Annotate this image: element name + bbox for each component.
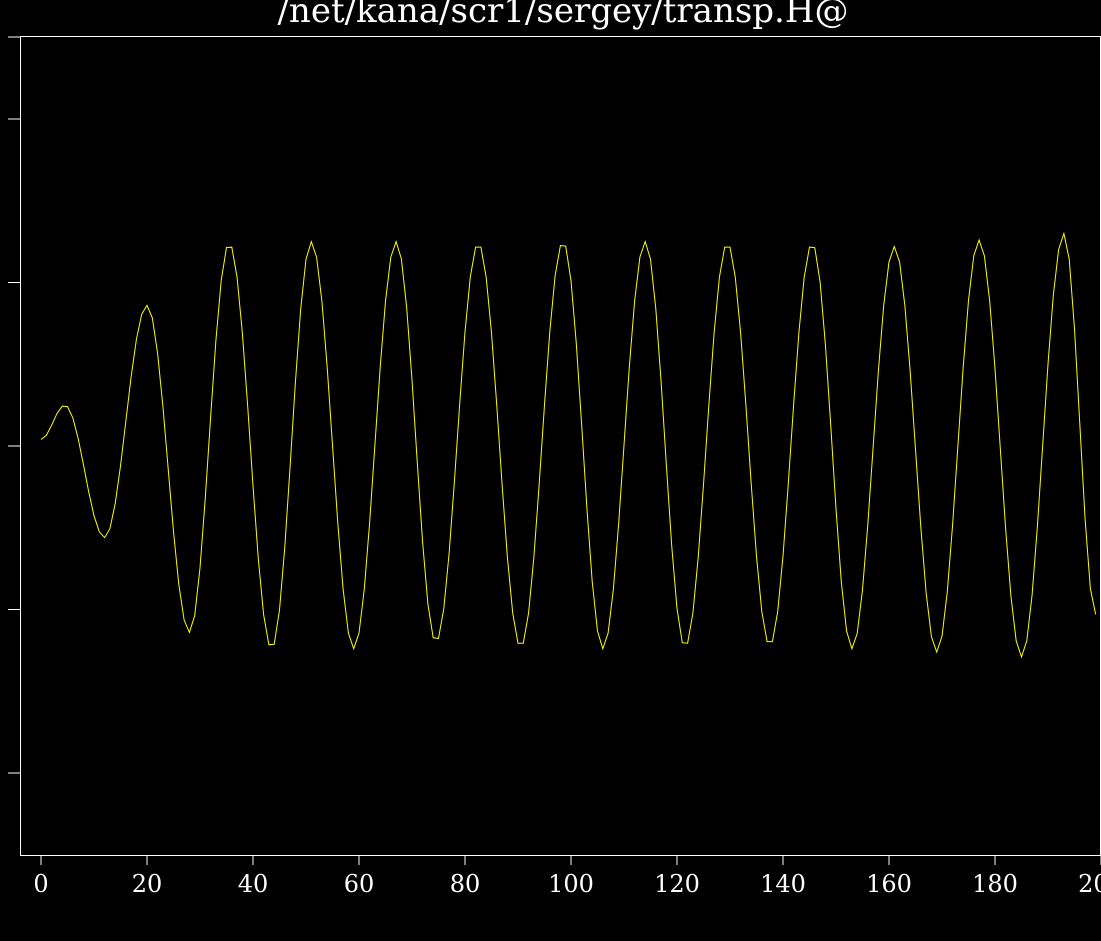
plot-frame — [20, 36, 1101, 856]
x-tick-label: 140 — [760, 870, 806, 898]
series-line — [40, 231, 1097, 659]
x-tick-label: 80 — [450, 870, 481, 898]
x-tick-label: 40 — [238, 870, 269, 898]
x-tick-label: 120 — [654, 870, 700, 898]
x-tick-label: 200 — [1078, 870, 1101, 898]
chart-title: /net/kana/scr1/sergey/transp.H@ — [277, 0, 848, 31]
x-tick-label: 20 — [132, 870, 163, 898]
x-tick-label: 160 — [866, 870, 912, 898]
x-tick-label: 180 — [972, 870, 1018, 898]
x-tick-label: 100 — [548, 870, 594, 898]
y-axis — [8, 36, 20, 774]
x-tick-label: 0 — [33, 870, 48, 898]
x-axis: 0 20 40 60 80 100 120 140 160 180 200 — [33, 856, 1101, 898]
x-tick-label: 60 — [344, 870, 375, 898]
